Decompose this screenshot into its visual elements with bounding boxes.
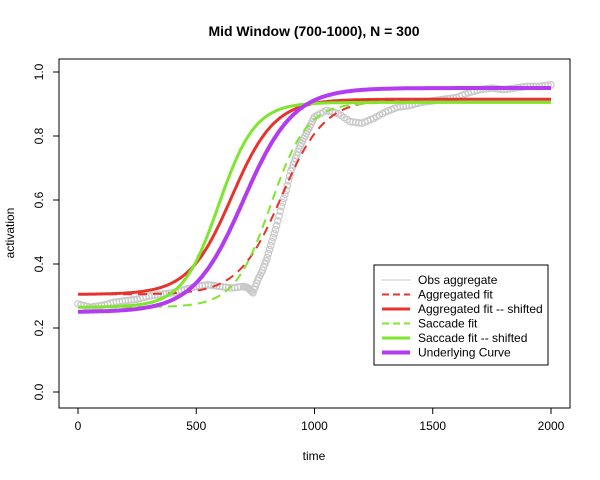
- legend-label-underlying-curve: Underlying Curve: [418, 346, 511, 360]
- y-tick-label: 0.0: [32, 383, 46, 400]
- chart-title: Mid Window (700-1000), N = 300: [208, 23, 419, 39]
- legend-box: [373, 264, 549, 366]
- data-point: [284, 177, 293, 185]
- series-saccade-fit-shifted: [78, 100, 551, 309]
- x-axis-label: time: [303, 449, 326, 463]
- x-tick-label: 0: [75, 419, 82, 433]
- x-tick-label: 2000: [538, 419, 565, 433]
- series-aggregated-fit: [78, 98, 551, 296]
- y-tick-label: 1.0: [32, 63, 46, 80]
- x-axis: 0 500 1000 1500 2000: [75, 407, 565, 433]
- data-point: [279, 194, 288, 203]
- data-point: [331, 109, 339, 117]
- y-tick-label: 0.8: [32, 127, 46, 144]
- x-tick-label: 1500: [419, 419, 446, 433]
- data-point: [283, 181, 292, 190]
- y-tick-label: 0.6: [32, 191, 46, 208]
- y-tick-label: 0.2: [32, 319, 46, 336]
- series-underlying-curve: [78, 86, 551, 314]
- plot-area: [74, 81, 555, 314]
- legend-label-saccade-fit-shifted: Saccade fit -- shifted: [418, 331, 527, 345]
- data-point: [264, 249, 273, 258]
- data-point: [246, 286, 255, 295]
- data-point: [271, 225, 280, 234]
- data-point: [270, 229, 279, 238]
- data-point: [274, 217, 282, 225]
- y-axis: 0.0 0.2 0.4 0.6 0.8 1.0: [32, 63, 60, 400]
- legend-label-aggregated-fit-shifted: Aggregated fit -- shifted: [418, 302, 543, 316]
- data-point: [265, 245, 274, 254]
- x-tick-label: 500: [186, 419, 206, 433]
- data-point: [248, 287, 256, 296]
- y-axis-label: activation: [3, 208, 17, 259]
- data-point: [263, 253, 272, 262]
- data-point: [269, 233, 277, 242]
- legend-label-saccade-fit: Saccade fit: [418, 317, 478, 331]
- data-point: [268, 237, 276, 246]
- data-point: [266, 241, 275, 250]
- data-point: [275, 212, 283, 220]
- y-tick-label: 0.4: [32, 255, 46, 272]
- x-tick-label: 1000: [301, 419, 328, 433]
- data-point: [276, 207, 285, 216]
- data-point: [272, 221, 281, 230]
- legend-label-aggregated-fit: Aggregated fit: [418, 288, 493, 302]
- legend-label-obs-aggregate: Obs aggregate: [418, 273, 498, 287]
